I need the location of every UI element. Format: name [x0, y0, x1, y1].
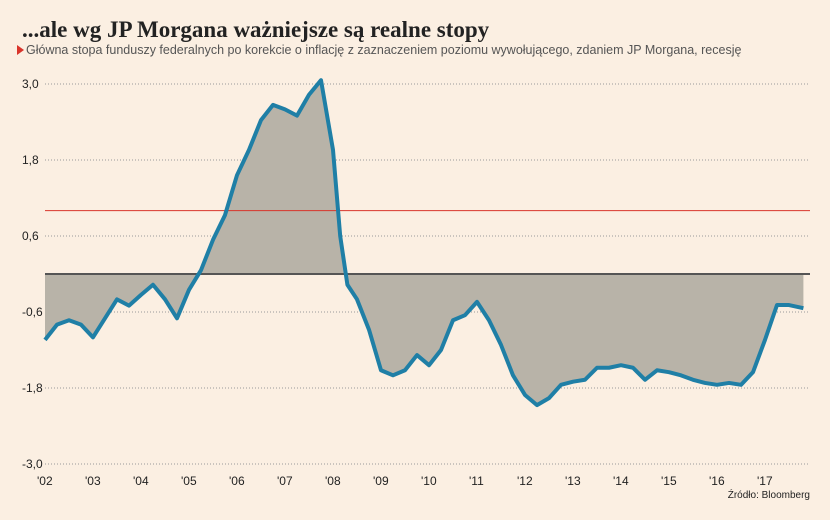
- x-tick-label: '07: [277, 474, 293, 488]
- x-tick-label: '11: [469, 474, 484, 488]
- chart-title: ...ale wg JP Morgana ważniejsze są realn…: [22, 17, 490, 42]
- x-tick-label: '16: [709, 474, 725, 488]
- x-tick-label: '06: [229, 474, 245, 488]
- area: [45, 80, 804, 406]
- x-tick-label: '12: [517, 474, 533, 488]
- line: [43, 78, 804, 408]
- x-tick-label: '08: [325, 474, 341, 488]
- chart-subtitle: Główna stopa funduszy federalnych po kor…: [26, 43, 741, 57]
- y-tick-label: 3,0: [22, 77, 39, 91]
- source: Źródło: Bloomberg: [728, 488, 810, 501]
- y-tick-label: 1,8: [22, 153, 39, 167]
- x-tick-label: '10: [421, 474, 437, 488]
- x-tick-label: '09: [373, 474, 389, 488]
- x-tick-label: '03: [85, 474, 101, 488]
- x-tick-label: '15: [661, 474, 677, 488]
- y-tick-label: -0,6: [22, 305, 43, 319]
- y-tick-label: 0,6: [22, 229, 39, 243]
- x-tick-label: '17: [757, 474, 773, 488]
- x-tick-label: '14: [613, 474, 629, 488]
- x-tick-label: '05: [181, 474, 197, 488]
- x-tick-label: '13: [565, 474, 581, 488]
- x-tick-label: '04: [133, 474, 149, 488]
- y-tick-label: -3,0: [22, 457, 43, 471]
- y-tick-label: -1,8: [22, 381, 43, 395]
- subtitle-marker: [17, 45, 24, 55]
- x-tick-label: '02: [37, 474, 53, 488]
